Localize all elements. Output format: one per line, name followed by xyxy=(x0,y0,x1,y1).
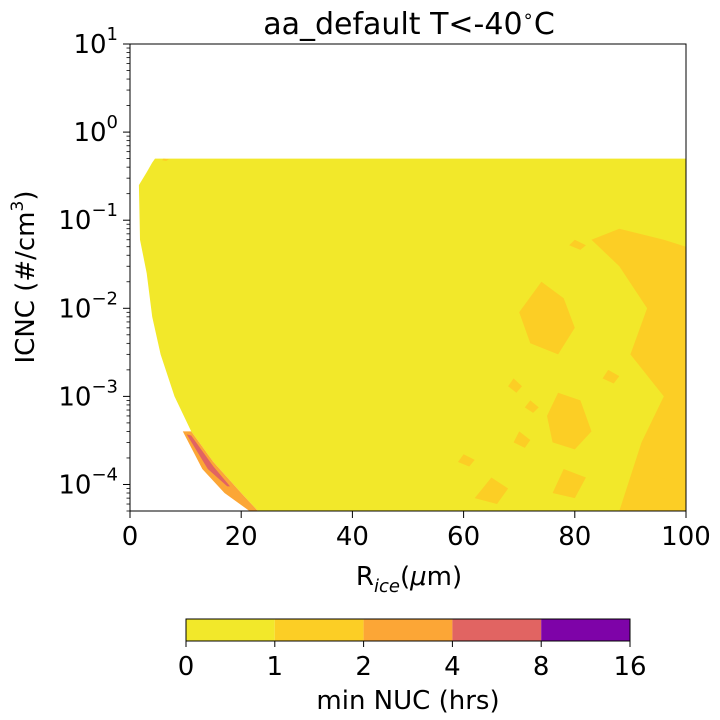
contour-regions xyxy=(138,158,686,511)
contour-region-1-2 xyxy=(569,239,586,250)
contour-region-1-2 xyxy=(652,458,675,481)
y-tick-label: 10−1 xyxy=(58,200,118,236)
y-tick-label: 10−3 xyxy=(58,376,118,412)
colorbar-tick-label: 8 xyxy=(533,652,550,682)
x-tick-label: 100 xyxy=(661,522,711,552)
y-axis-label: ICNC (#/cm3) xyxy=(8,191,41,364)
colorbar-tick-label: 2 xyxy=(355,652,372,682)
contour-region-1-2 xyxy=(458,454,475,467)
colorbar-frame xyxy=(185,618,631,642)
y-tick-label: 10−2 xyxy=(58,288,118,324)
contour-region-1-2 xyxy=(508,378,522,393)
contour-region-8-16 xyxy=(186,434,231,487)
plot-frame xyxy=(129,43,687,512)
colorbar-label: min NUC (hrs) xyxy=(316,686,499,716)
x-axis: 0 20 40 60 80 100 xyxy=(122,511,711,552)
colorbar-tick-label: 16 xyxy=(613,652,646,682)
colorbar-segment xyxy=(541,619,630,641)
contour-region-1-2 xyxy=(519,281,575,355)
contour-region-1-2 xyxy=(591,228,686,511)
y-tick-label: 100 xyxy=(73,112,118,148)
contour-region-1-2 xyxy=(547,392,592,450)
contour-region-1-2 xyxy=(474,477,509,504)
x-tick-label: 0 xyxy=(122,522,139,552)
x-tick-label: 80 xyxy=(558,522,591,552)
contour-region-1-2 xyxy=(513,431,531,448)
x-tick-label: 20 xyxy=(225,522,258,552)
colorbar-tick-label: 4 xyxy=(444,652,461,682)
contour-region-1-2 xyxy=(524,400,539,413)
contour-region-1-2 xyxy=(552,469,586,499)
y-tick-label: 10−4 xyxy=(58,464,118,500)
colorbar-segment xyxy=(452,619,542,641)
colorbar-tick-label: 0 xyxy=(178,652,195,682)
colorbar-segment xyxy=(274,619,364,641)
contour-region-0-1 xyxy=(138,158,686,511)
colorbar-tick-label: 1 xyxy=(267,652,284,682)
chart-title: aa_default T<-40∘C xyxy=(263,6,555,42)
x-tick-label: 40 xyxy=(336,522,369,552)
x-tick-label: 60 xyxy=(447,522,480,552)
x-axis-label: Rice(μm) xyxy=(356,562,462,597)
contour-region-1-2 xyxy=(162,158,169,161)
colorbar-segment xyxy=(363,619,453,641)
colorbar: 0 1 2 4 8 16 xyxy=(178,618,647,682)
y-axis: 10−4 10−3 10−2 10−1 100 101 xyxy=(58,24,130,512)
y-tick-label: 101 xyxy=(73,24,118,60)
colorbar-segment xyxy=(186,619,275,641)
contour-region-1-2 xyxy=(602,369,620,384)
